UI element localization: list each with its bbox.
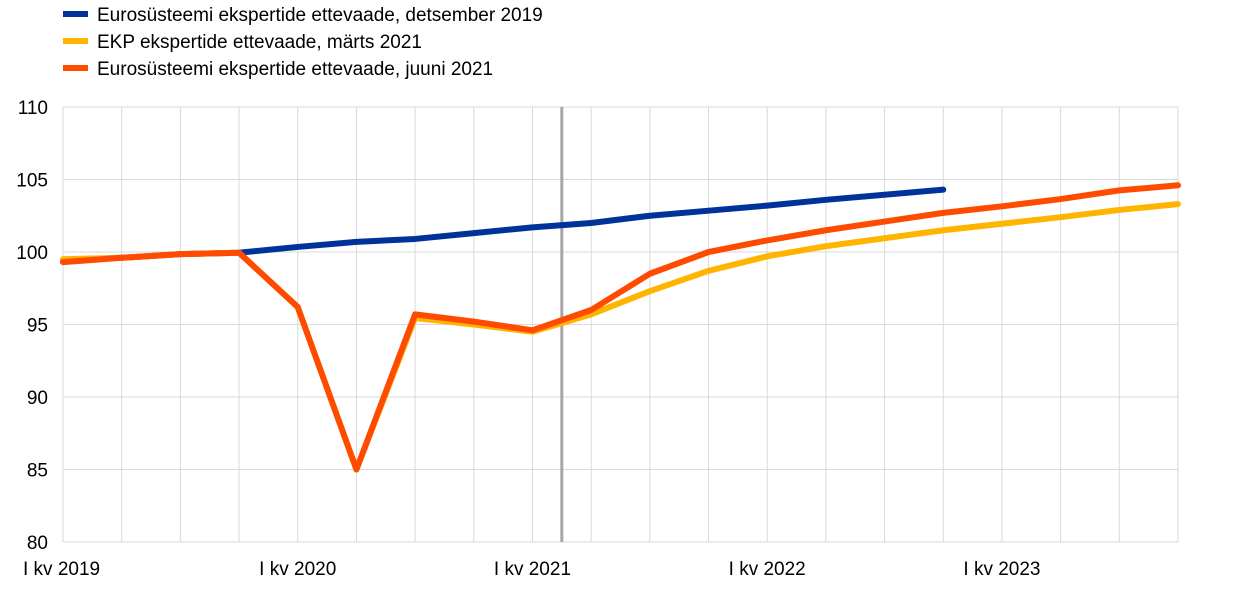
legend-label-3: Eurosüsteemi ekspertide ettevaade, juuni… (97, 59, 493, 80)
x-tick-label: I kv 2023 (963, 559, 1040, 580)
y-tick-label: 90 (27, 388, 48, 409)
series-line-2 (60, 201, 1181, 473)
y-tick-label: 85 (27, 461, 48, 482)
x-tick-label: I kv 2022 (729, 559, 806, 580)
y-tick-label: 105 (16, 171, 48, 192)
x-tick-label: I kv 2021 (494, 559, 571, 580)
x-tick-label: I kv 2020 (259, 559, 336, 580)
legend-label-1: Eurosüsteemi ekspertide ettevaade, detse… (97, 5, 543, 26)
series-line-3 (60, 182, 1181, 473)
y-tick-label: 110 (18, 98, 48, 119)
y-tick-label: 95 (27, 316, 48, 337)
y-tick-label: 100 (16, 243, 48, 264)
legend: Eurosüsteemi ekspertide ettevaade, detse… (63, 5, 543, 80)
grid (62, 106, 1179, 543)
legend-label-2: EKP ekspertide ettevaade, märts 2021 (97, 32, 422, 53)
x-tick-label: I kv 2019 (23, 559, 100, 580)
axes: 80 85 90 95 100 105 110 I kv 2019 I kv 2020 I kv … (16, 98, 1040, 580)
y-tick-label: 80 (27, 533, 48, 554)
series-layer (60, 182, 1181, 473)
